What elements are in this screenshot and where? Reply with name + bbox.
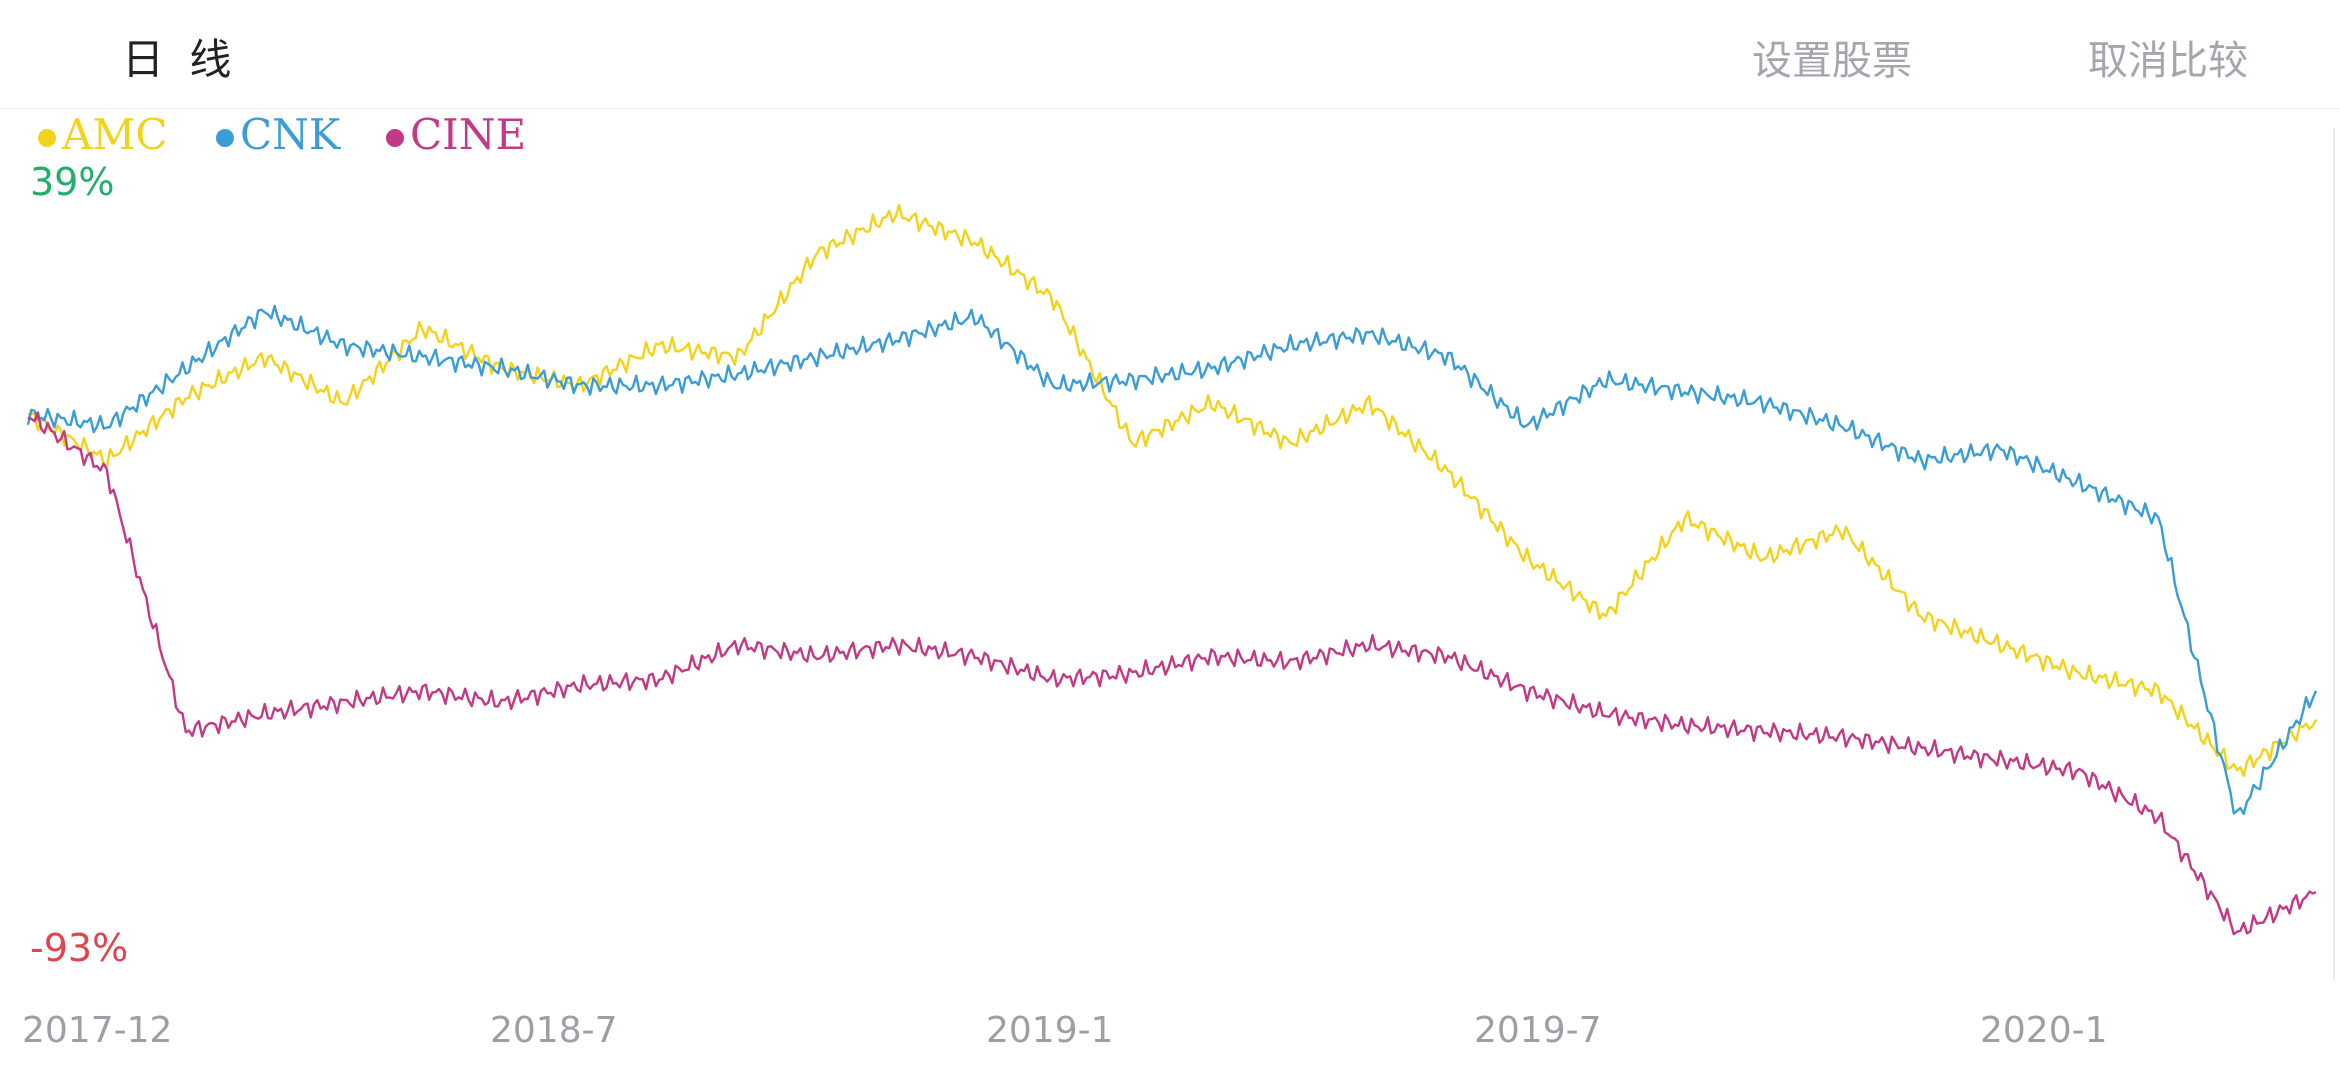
x-tick-label: 2017-12 [22, 1010, 173, 1051]
period-title: 日 线 [122, 35, 238, 84]
series-line-amc [27, 203, 2318, 778]
legend-label: CINE [410, 110, 527, 159]
legend-label: CNK [240, 110, 341, 159]
legend-label: AMC [62, 110, 168, 159]
legend-item-cnk: CNK [216, 110, 340, 159]
x-tick-label: 2019-1 [986, 1010, 1114, 1051]
y-max-label: 39% [30, 160, 115, 204]
series-line-cnk [26, 304, 2318, 816]
x-tick-label: 2019-7 [1474, 1010, 1602, 1051]
legend-item-cine: CINE [386, 110, 526, 159]
legend-dot-icon [38, 129, 56, 147]
legend-dot-icon [216, 129, 234, 147]
legend-dot-icon [386, 129, 404, 147]
x-tick-label: 2018-7 [490, 1010, 618, 1051]
cancel-compare-button[interactable]: 取消比较 [2088, 38, 2248, 84]
series-line-cine [27, 411, 2317, 936]
chart-header: 日 线 设置股票 取消比较 [0, 0, 2340, 109]
y-min-label: -93% [30, 926, 129, 970]
x-tick-label: 2020-1 [1980, 1010, 2108, 1051]
legend-item-amc: AMC [38, 110, 167, 159]
set-stock-button[interactable]: 设置股票 [1752, 38, 1912, 84]
